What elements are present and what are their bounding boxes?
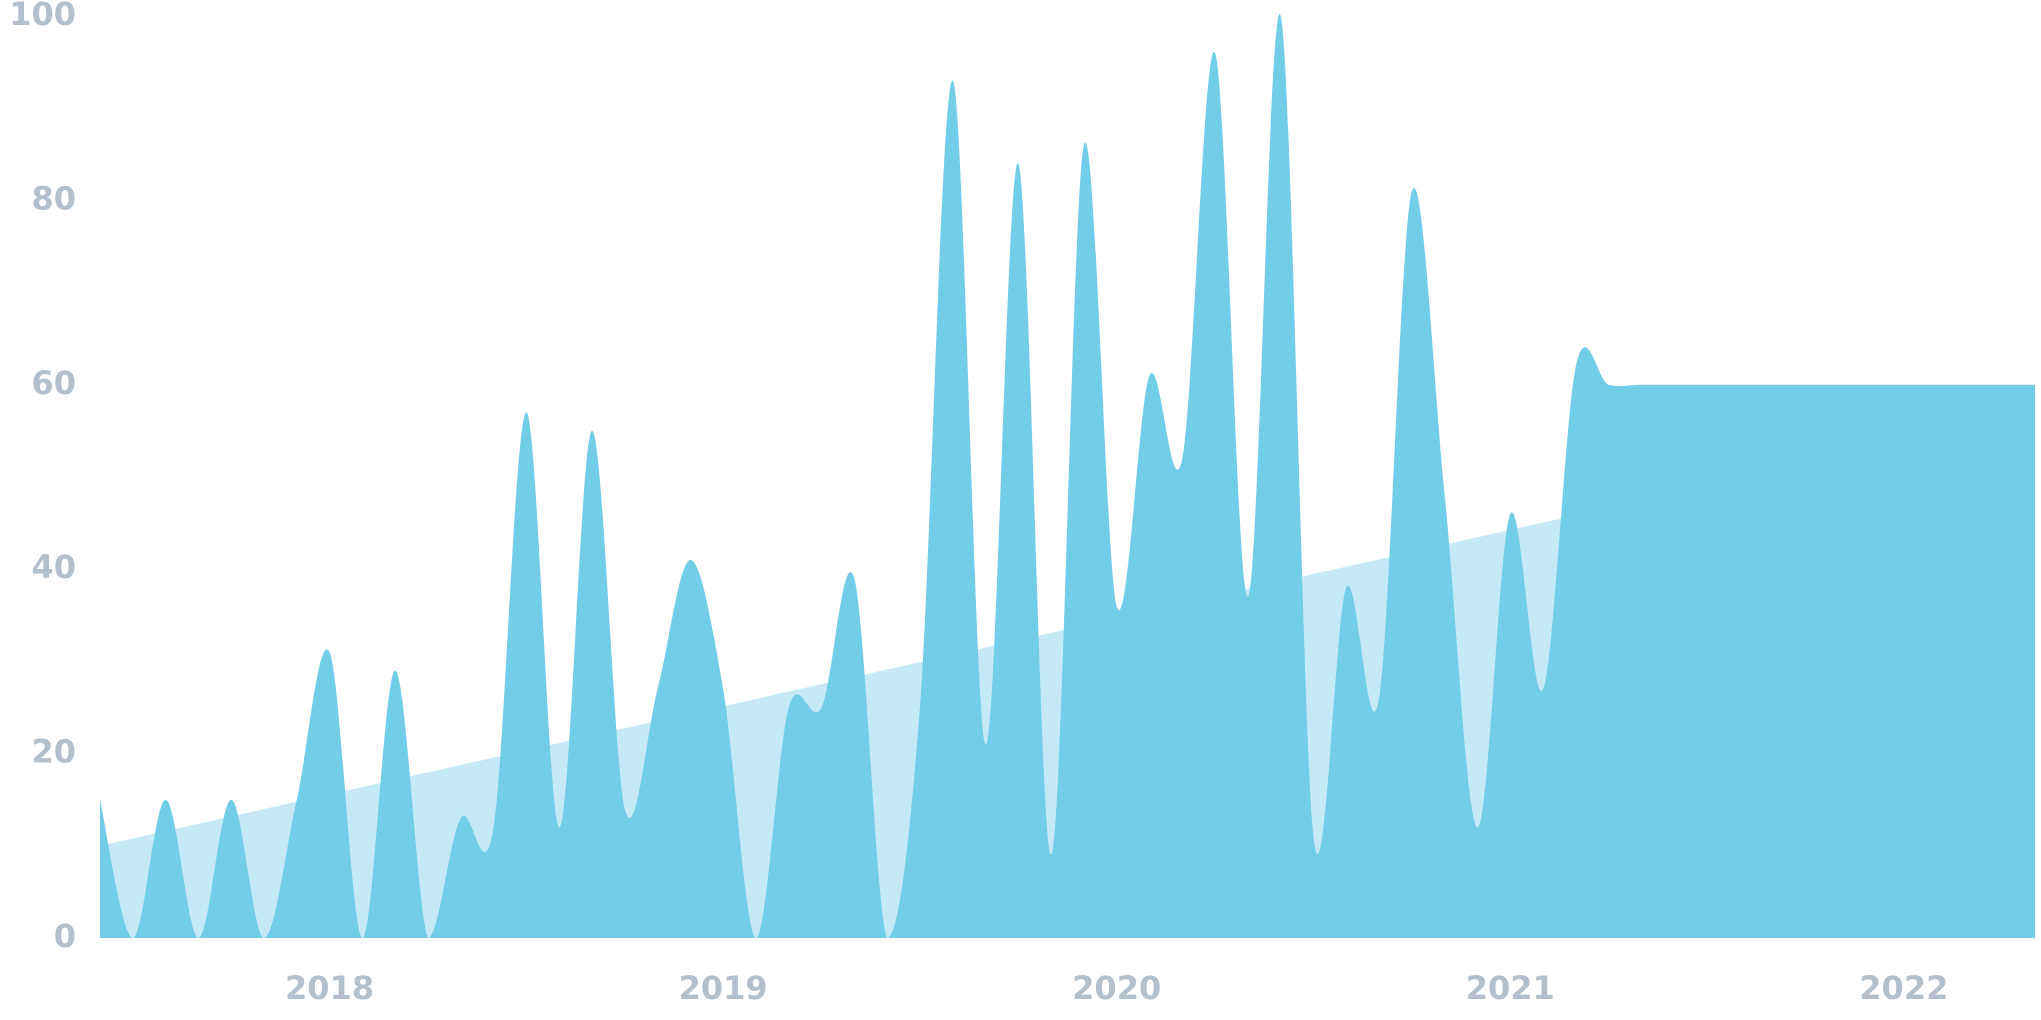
x-tick-label: 2021 <box>1466 969 1555 1007</box>
x-tick-label: 2020 <box>1072 969 1161 1007</box>
x-tick-label: 2022 <box>1859 969 1948 1007</box>
data-area <box>100 14 2035 938</box>
y-tick-label: 20 <box>31 733 76 771</box>
y-tick-label: 60 <box>31 364 76 402</box>
y-tick-label: 40 <box>31 548 76 586</box>
plot-area <box>99 14 2036 939</box>
x-axis: 2018 2019 2020 2021 2022 <box>285 969 1948 1007</box>
x-tick-label: 2018 <box>285 969 374 1007</box>
y-tick-label: 80 <box>31 179 76 217</box>
y-axis: 0 20 40 60 80 100 <box>9 0 76 955</box>
y-tick-label: 0 <box>54 917 76 955</box>
y-tick-label: 100 <box>9 0 76 33</box>
x-tick-label: 2019 <box>679 969 768 1007</box>
